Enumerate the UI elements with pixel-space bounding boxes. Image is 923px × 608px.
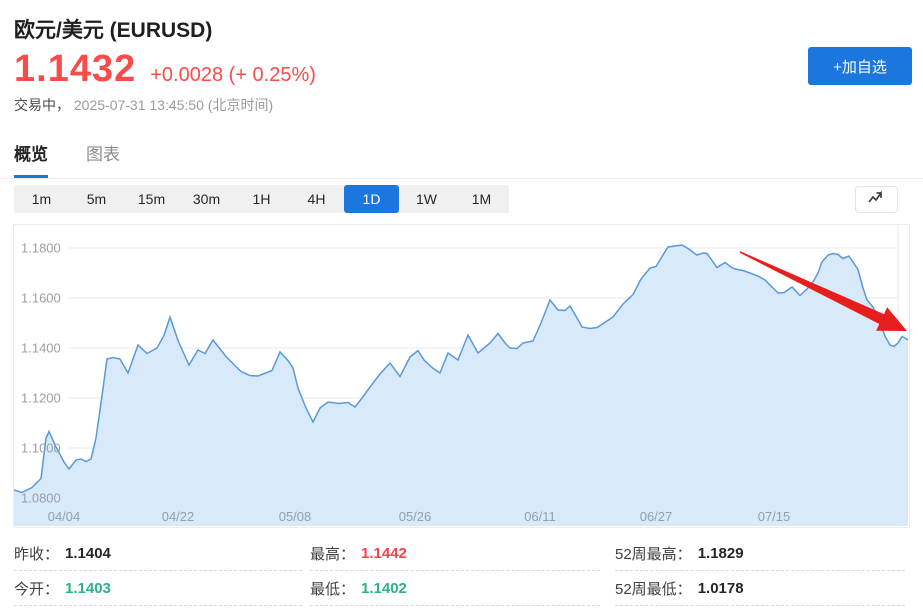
stat-open: 今开： 1.1403 xyxy=(14,571,302,606)
timeframe-4h[interactable]: 4H xyxy=(289,185,344,213)
line-chart-icon xyxy=(866,190,888,209)
add-watchlist-button[interactable]: +加自选 xyxy=(808,47,912,85)
stats-column-2: 最高： 1.1442 最低： 1.1402 xyxy=(310,536,600,606)
stat-label: 最低： xyxy=(310,580,356,598)
stat-value: 1.1829 xyxy=(697,544,744,562)
stat-label: 52周最高： xyxy=(615,545,692,563)
svg-text:1.1200: 1.1200 xyxy=(21,391,61,406)
timeframe-1m[interactable]: 1m xyxy=(14,185,69,213)
timeframe-1h[interactable]: 1H xyxy=(234,185,289,213)
stat-value: 1.0178 xyxy=(697,579,744,597)
quote-timestamp: 2025-07-31 13:45:50 (北京时间) xyxy=(73,97,274,113)
timeframe-15m[interactable]: 15m xyxy=(124,185,179,213)
stats-column-1: 昨收： 1.1404 今开： 1.1403 xyxy=(14,536,302,606)
stat-label: 最高： xyxy=(310,545,356,563)
downtrend-arrow-annotation xyxy=(739,251,907,331)
stat-value: 1.1442 xyxy=(361,544,407,562)
tab-overview[interactable]: 概览 xyxy=(14,136,48,178)
svg-text:1.1600: 1.1600 xyxy=(21,291,61,306)
stat-label: 今开： xyxy=(14,580,60,598)
stat-value: 1.1403 xyxy=(65,579,111,597)
stat-high: 最高： 1.1442 xyxy=(310,536,600,571)
timeframe-1m-month[interactable]: 1M xyxy=(454,185,509,213)
price-change: +0.0028 (+ 0.25%) xyxy=(150,64,316,86)
stat-prev-close: 昨收： 1.1404 xyxy=(14,536,302,571)
price-row: 1.1432 +0.0028 (+ 0.25%) xyxy=(14,48,316,91)
area-chart-canvas: 1.1800 1.1600 1.1400 1.1200 1.1000 1.0800 04/0… xyxy=(14,225,909,527)
timeframe-5m[interactable]: 5m xyxy=(69,185,124,213)
stats-column-3: 52周最高： 1.1829 52周最低： 1.0178 xyxy=(615,536,905,606)
stat-low: 最低： 1.1402 xyxy=(310,571,600,606)
svg-text:07/15: 07/15 xyxy=(758,509,791,524)
svg-text:1.1000: 1.1000 xyxy=(21,441,61,456)
timeframe-1w[interactable]: 1W xyxy=(399,185,454,213)
svg-text:04/22: 04/22 xyxy=(162,509,195,524)
svg-text:06/11: 06/11 xyxy=(524,509,556,524)
stat-value: 1.1402 xyxy=(361,579,407,597)
svg-text:1.0800: 1.0800 xyxy=(21,491,61,506)
status-row: 交易中， 2025-07-31 13:45:50 (北京时间) xyxy=(14,95,273,115)
svg-text:05/08: 05/08 xyxy=(279,509,312,524)
stat-52w-low: 52周最低： 1.0178 xyxy=(615,571,905,606)
svg-text:06/27: 06/27 xyxy=(640,509,673,524)
svg-text:05/26: 05/26 xyxy=(399,509,432,524)
svg-text:1.1800: 1.1800 xyxy=(21,241,61,256)
stat-52w-high: 52周最高： 1.1829 xyxy=(615,536,905,571)
svg-text:1.1400: 1.1400 xyxy=(21,341,61,356)
timeframe-1d[interactable]: 1D xyxy=(344,185,399,213)
chart-type-button[interactable] xyxy=(855,186,898,213)
current-price: 1.1432 xyxy=(14,48,137,90)
svg-text:04/04: 04/04 xyxy=(48,509,81,524)
trading-status: 交易中， xyxy=(14,97,70,113)
tab-bar: 概览 图表 xyxy=(0,136,923,179)
page-title: 欧元/美元 (EURUSD) xyxy=(14,19,213,42)
price-chart[interactable]: 1.1800 1.1600 1.1400 1.1200 1.1000 1.0800 04/0… xyxy=(13,224,910,528)
stat-label: 52周最低： xyxy=(615,580,692,598)
stat-value: 1.1404 xyxy=(65,544,111,562)
timeframe-30m[interactable]: 30m xyxy=(179,185,234,213)
timeframe-selector: 1m 5m 15m 30m 1H 4H 1D 1W 1M xyxy=(14,185,509,213)
tab-chart[interactable]: 图表 xyxy=(86,145,120,164)
stat-label: 昨收： xyxy=(14,545,60,563)
